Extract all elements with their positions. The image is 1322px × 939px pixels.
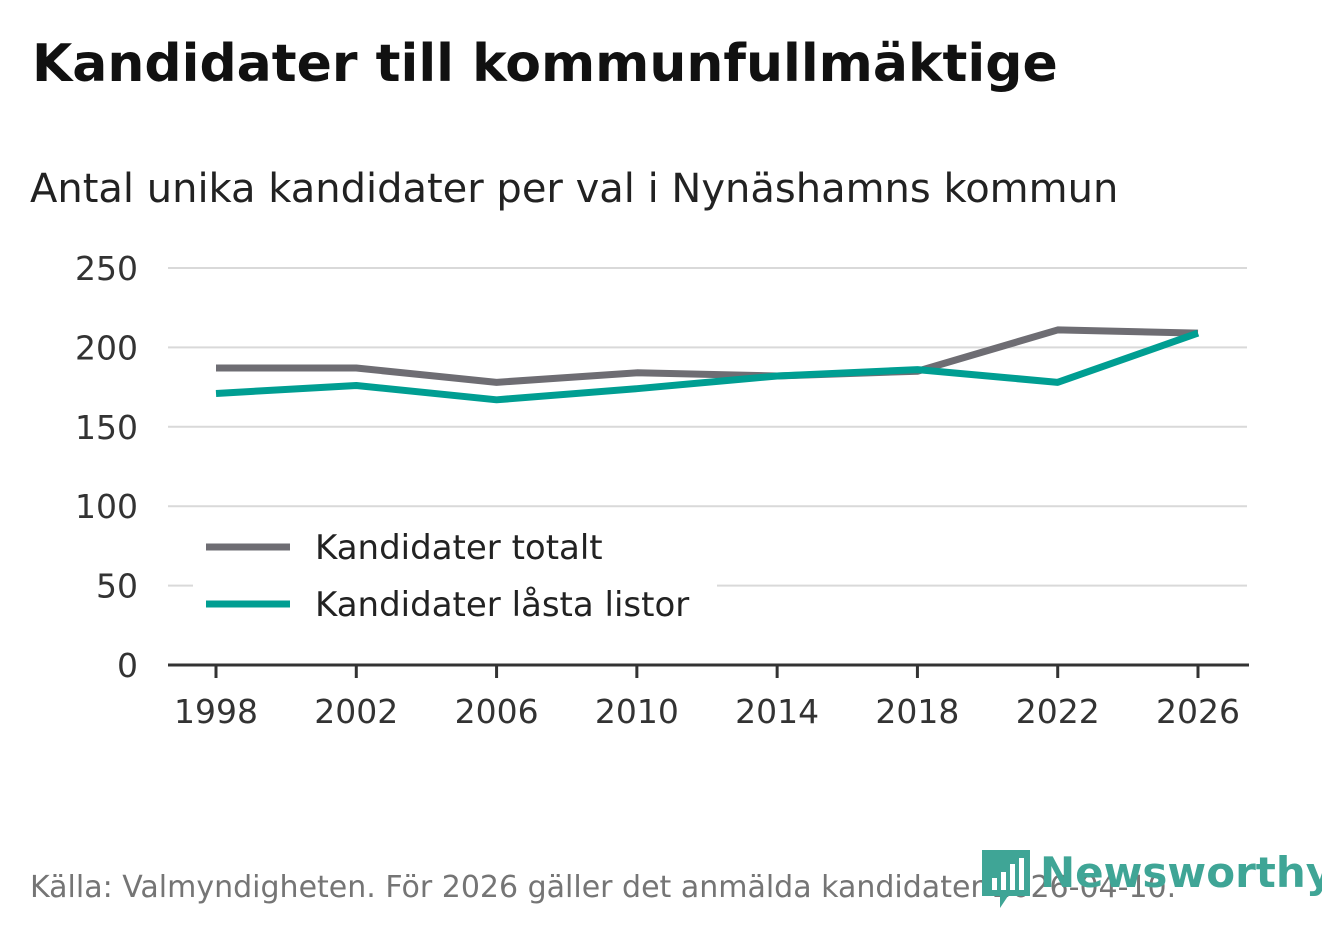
series-lines (215, 326, 1200, 404)
legend-label-1: Kandidater totalt (315, 528, 603, 568)
series-line-2 (215, 329, 1200, 404)
y-axis-ticks: 0 50 100 150 200 250 (75, 249, 138, 685)
x-tick-label: 2018 (875, 692, 959, 731)
x-tick-label: 2006 (455, 692, 539, 731)
legend-label-2: Kandidater låsta listor (315, 585, 689, 625)
y-tick-label: 50 (96, 567, 138, 606)
brand-logo: Newsworthy (980, 848, 1322, 910)
chart-subtitle: Antal unika kandidater per val i Nynäsha… (30, 166, 1119, 212)
y-tick-label: 0 (117, 646, 138, 685)
bar-chart-icon (982, 850, 1030, 908)
y-tick-label: 150 (75, 408, 138, 447)
x-tick-label: 2026 (1156, 692, 1240, 731)
y-tick-label: 100 (75, 487, 138, 526)
x-axis-ticks: 1998 2002 2006 2010 2014 2018 2022 2026 (168, 663, 1249, 731)
x-tick-label: 2002 (314, 692, 398, 731)
y-tick-label: 250 (75, 249, 138, 288)
chart-title: Kandidater till kommunfullmäktige (32, 34, 1058, 94)
legend: Kandidater totalt Kandidater låsta listor (193, 518, 717, 638)
x-tick-label: 2014 (735, 692, 819, 731)
x-tick-label: 2010 (595, 692, 679, 731)
x-tick-label: 2022 (1016, 692, 1100, 731)
line-chart: 0 50 100 150 200 250 1998 2002 2006 2010 2014 2018… (75, 249, 1249, 731)
y-tick-label: 200 (75, 328, 138, 367)
series-line-1 (216, 326, 1199, 386)
legend-background (193, 518, 717, 638)
brand-name: Newsworthy (1040, 848, 1322, 897)
x-tick-label: 1998 (174, 692, 258, 731)
